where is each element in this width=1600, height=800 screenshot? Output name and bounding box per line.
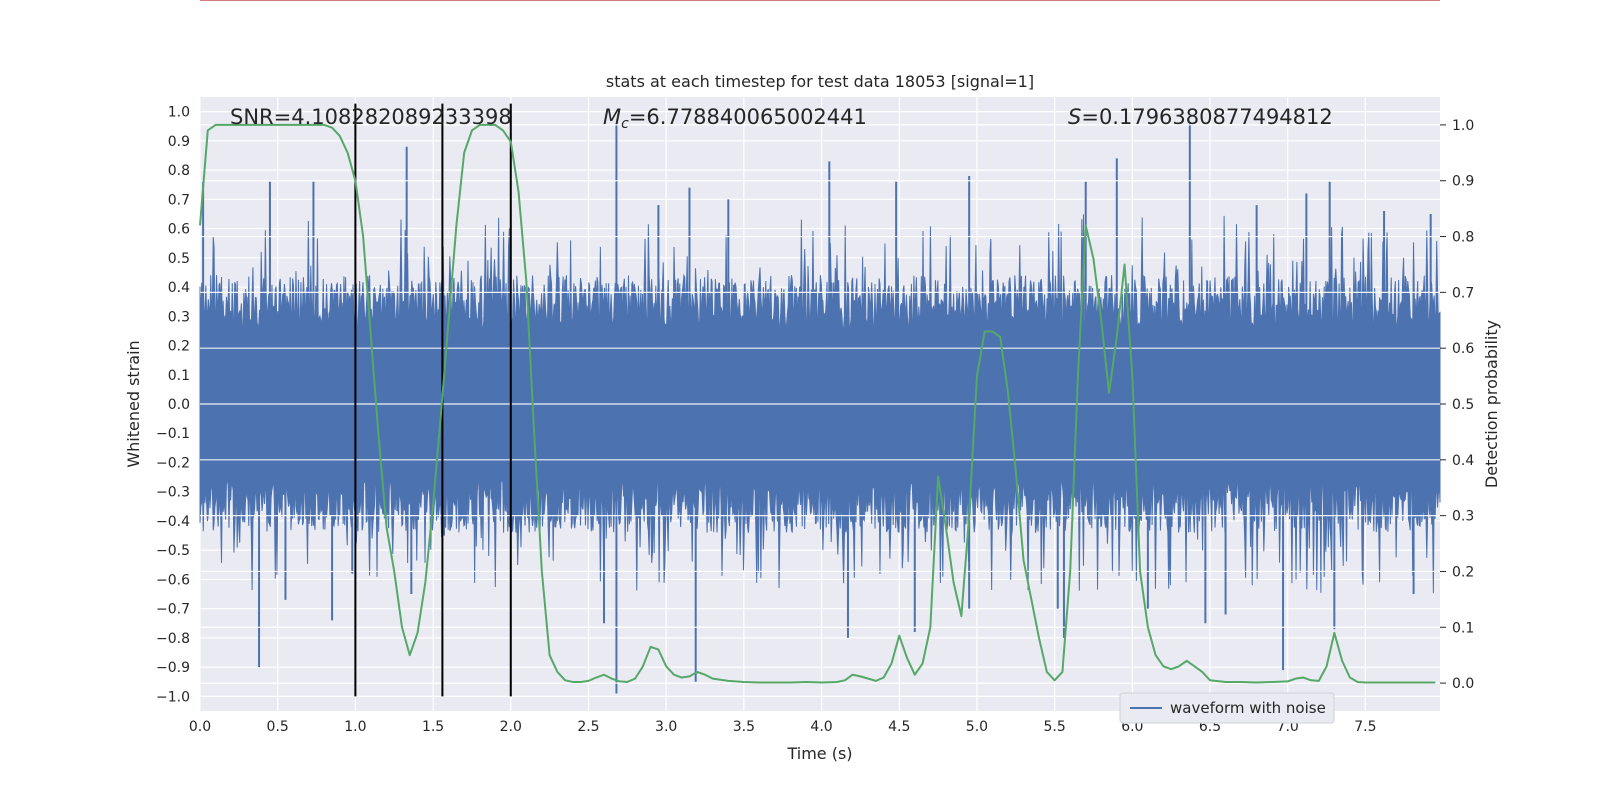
y-left-tick-label: −0.8 — [156, 631, 190, 647]
y-left-tick-label: 0.3 — [168, 309, 190, 325]
x-tick-label: 2.5 — [577, 719, 599, 735]
x-tick-label: 4.5 — [888, 719, 910, 735]
y-left-tick-label: 0.5 — [168, 251, 190, 267]
legend-box — [1119, 692, 1335, 724]
s-annotation: S=0.1796380877494812 — [1068, 105, 1333, 129]
y-axis-left-label: Whitened strain — [124, 340, 143, 467]
x-tick-label: 5.5 — [1044, 719, 1066, 735]
y-left-tick-label: 0.8 — [168, 163, 190, 179]
y-right-tick-label: 0.3 — [1452, 509, 1474, 525]
y-axis-right-label: Detection probability — [1482, 320, 1501, 488]
y-left-tick-label: −1.0 — [156, 689, 190, 705]
x-axis-label: Time (s) — [786, 744, 852, 763]
x-tick-label: 4.0 — [810, 719, 832, 735]
y-right-tick-label: 0.9 — [1452, 174, 1474, 190]
y-right-tick-label: 0.5 — [1452, 397, 1474, 413]
y-left-tick-label: 0.6 — [168, 222, 190, 238]
s-value: =0.1796380877494812 — [1081, 105, 1332, 129]
y-right-tick-label: 0.1 — [1452, 620, 1474, 636]
snr-annotation: SNR=4.108282089233398 — [230, 105, 512, 129]
y-left-tick-label: −0.6 — [156, 572, 190, 588]
y-right-tick-label: 0.4 — [1452, 453, 1474, 469]
y-left-tick-label: 0.4 — [168, 280, 190, 296]
y-right-tick-label: 1.0 — [1452, 118, 1474, 134]
y-right-tick-label: 0.2 — [1452, 564, 1474, 580]
y-left-tick-label: −0.1 — [156, 426, 190, 442]
y-left-tick-label: 0.1 — [168, 368, 190, 384]
legend: waveform with noise — [1119, 692, 1335, 724]
x-tick-label: 7.5 — [1354, 719, 1376, 735]
chart-title: stats at each timestep for test data 180… — [606, 72, 1034, 91]
chirp-mass-annotation: Mc=6.778840065002441 — [603, 105, 867, 132]
legend-label: waveform with noise — [1170, 699, 1326, 717]
y-left-tick-label: −0.9 — [156, 660, 190, 676]
y-left-tick-label: −0.4 — [156, 514, 190, 530]
probability-line — [199, 123, 1436, 684]
y-left-tick-label: 0.9 — [168, 134, 190, 150]
y-left-tick-label: −0.7 — [156, 602, 190, 618]
y-left-tick-label: 0.7 — [168, 192, 190, 208]
axes: 0.0 0.5 1.0 1.5 2.0 2.5 3.0 3.5 4.0 4.5 5.0 5.5 6.0 6… — [156, 105, 1474, 735]
x-tick-label: 1.0 — [344, 719, 366, 735]
x-tick-label: 2.0 — [500, 719, 522, 735]
y-right-tick-label: 0.7 — [1452, 285, 1474, 301]
y-left-tick-label: 1.0 — [168, 105, 190, 121]
y-left-tick-label: −0.2 — [156, 455, 190, 471]
y-left-tick-label: 0.0 — [168, 397, 190, 413]
x-tick-label: 1.5 — [422, 719, 444, 735]
y-left-tick-label: 0.2 — [168, 339, 190, 355]
y-right-tick-label: 0.6 — [1452, 341, 1474, 357]
chirp-mass-value: =6.778840065002441 — [629, 105, 867, 129]
s-symbol: S — [1068, 105, 1081, 129]
y-right-tick-label: 0.0 — [1452, 676, 1474, 692]
chirp-mass-symbol: M — [603, 105, 621, 129]
x-tick-label: 3.0 — [655, 719, 677, 735]
x-tick-label: 0.0 — [189, 719, 211, 735]
y-left-tick-label: −0.3 — [156, 485, 190, 501]
x-tick-label: 5.0 — [966, 719, 988, 735]
y-right-tick-label: 0.8 — [1452, 230, 1474, 246]
x-tick-label: 0.5 — [267, 719, 289, 735]
y-left-tick-label: −0.5 — [156, 543, 190, 559]
overlay — [199, 0, 1440, 697]
x-tick-label: 3.5 — [733, 719, 755, 735]
chirp-mass-subscript: c — [621, 116, 629, 132]
